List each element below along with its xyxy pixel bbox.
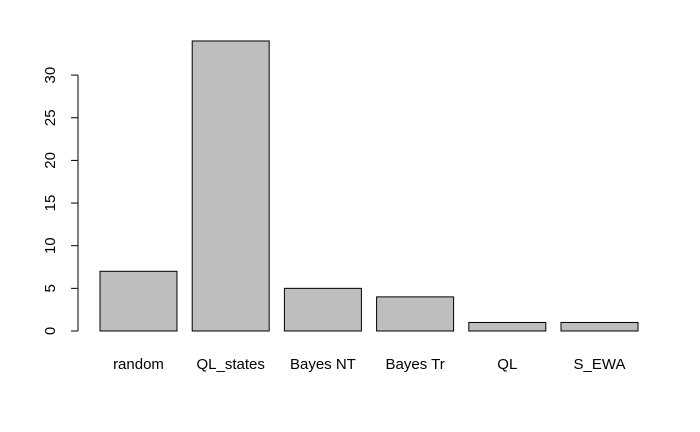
y-tick-label-25: 25 [42, 109, 59, 126]
y-tick-label-20: 20 [42, 152, 59, 169]
bar-bayes-tr [376, 296, 455, 332]
y-tick-label-5: 5 [42, 284, 59, 292]
y-tick-label-15: 15 [42, 195, 59, 212]
x-tick-label-ql-states: QL_states [197, 356, 265, 373]
x-tick-label-bayes-nt: Bayes NT [290, 356, 356, 373]
x-tick-label-random: random [113, 356, 164, 373]
bar-s-ewa [560, 321, 639, 332]
bar-random [99, 270, 178, 332]
bars-group [99, 40, 639, 332]
y-tick-label-10: 10 [42, 237, 59, 254]
bar-bayes-nt [283, 287, 362, 332]
x-tick-label-ql: QL [497, 356, 517, 373]
x-axis-labels: random QL_states Bayes NT Bayes Tr QL S_EWA [113, 356, 625, 373]
bar-ql [468, 321, 547, 332]
y-tick-label-0: 0 [42, 327, 59, 335]
x-tick-label-s-ewa: S_EWA [574, 356, 626, 373]
x-tick-label-bayes-tr: Bayes Tr [386, 356, 445, 373]
y-axis: 0 5 10 15 20 25 30 [42, 67, 79, 335]
y-tick-label-30: 30 [42, 67, 59, 84]
bar-ql-states [191, 40, 270, 332]
